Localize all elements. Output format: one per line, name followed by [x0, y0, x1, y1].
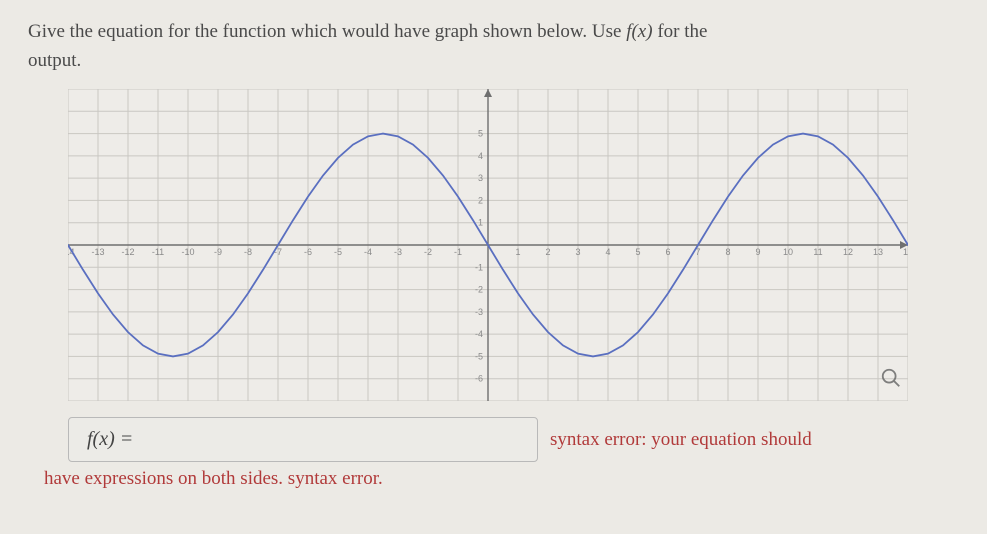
- prompt-text-b: for the: [657, 21, 707, 42]
- svg-text:-8: -8: [244, 247, 252, 257]
- svg-text:-6: -6: [475, 374, 483, 384]
- svg-text:5: 5: [478, 129, 483, 139]
- svg-text:13: 13: [873, 247, 883, 257]
- svg-text:-5: -5: [475, 351, 483, 361]
- svg-text:-6: -6: [304, 247, 312, 257]
- svg-text:-5: -5: [334, 247, 342, 257]
- svg-text:14: 14: [903, 247, 908, 257]
- prompt-text-line2: output.: [28, 50, 81, 71]
- svg-text:10: 10: [783, 247, 793, 257]
- svg-text:-10: -10: [181, 247, 194, 257]
- svg-text:-3: -3: [394, 247, 402, 257]
- answer-input[interactable]: f(x) =: [68, 417, 538, 462]
- svg-text:2: 2: [478, 195, 483, 205]
- magnifier-icon[interactable]: [880, 367, 902, 389]
- prompt-fx: f(x): [626, 21, 652, 42]
- svg-text:-1: -1: [454, 247, 462, 257]
- syntax-error-part1: syntax error: your equation should: [550, 429, 812, 451]
- svg-text:-13: -13: [91, 247, 104, 257]
- svg-text:-9: -9: [214, 247, 222, 257]
- svg-text:-2: -2: [475, 285, 483, 295]
- svg-text:4: 4: [605, 247, 610, 257]
- answer-row: f(x) = syntax error: your equation shoul…: [68, 417, 959, 462]
- svg-text:3: 3: [575, 247, 580, 257]
- svg-text:-4: -4: [364, 247, 372, 257]
- svg-text:11: 11: [813, 247, 822, 257]
- svg-text:8: 8: [725, 247, 730, 257]
- svg-text:1: 1: [515, 247, 520, 257]
- svg-text:3: 3: [478, 173, 483, 183]
- svg-text:-11: -11: [152, 247, 164, 257]
- svg-text:6: 6: [665, 247, 670, 257]
- prompt-text-a: Give the equation for the function which…: [28, 21, 626, 42]
- graph-svg: -14-13-12-11-10-9-8-7-6-5-4-3-2-11234567…: [68, 89, 908, 401]
- svg-text:2: 2: [545, 247, 550, 257]
- function-graph: -14-13-12-11-10-9-8-7-6-5-4-3-2-11234567…: [68, 89, 908, 401]
- svg-text:12: 12: [843, 247, 853, 257]
- svg-text:-1: -1: [475, 262, 483, 272]
- answer-lhs: f(x) =: [87, 428, 133, 450]
- syntax-error-part2: have expressions on both sides. syntax e…: [44, 468, 959, 490]
- svg-text:4: 4: [478, 151, 483, 161]
- svg-text:-4: -4: [475, 329, 483, 339]
- svg-text:-2: -2: [424, 247, 432, 257]
- svg-text:-12: -12: [121, 247, 134, 257]
- svg-text:-3: -3: [475, 307, 483, 317]
- svg-text:1: 1: [478, 218, 483, 228]
- question-prompt: Give the equation for the function which…: [28, 18, 959, 75]
- svg-text:9: 9: [755, 247, 760, 257]
- svg-text:5: 5: [635, 247, 640, 257]
